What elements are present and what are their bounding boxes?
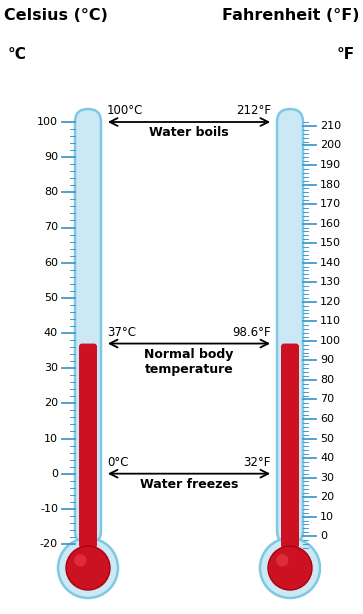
Text: 210: 210 <box>320 121 341 131</box>
Text: 60: 60 <box>44 258 58 268</box>
Text: Normal body
temperature: Normal body temperature <box>144 348 234 376</box>
Text: 20: 20 <box>44 398 58 408</box>
Text: 80: 80 <box>44 187 58 197</box>
Text: 70: 70 <box>320 394 334 405</box>
Circle shape <box>74 554 86 567</box>
Text: 100: 100 <box>37 117 58 127</box>
Circle shape <box>58 538 118 598</box>
Text: 40: 40 <box>320 453 334 463</box>
Text: 90: 90 <box>44 152 58 162</box>
Text: 30: 30 <box>320 473 334 483</box>
Text: Celsius (°C): Celsius (°C) <box>4 8 108 23</box>
FancyBboxPatch shape <box>75 109 101 544</box>
Text: 10: 10 <box>320 511 334 522</box>
Text: 80: 80 <box>320 375 334 385</box>
Text: Fahrenheit (°F): Fahrenheit (°F) <box>221 8 359 23</box>
Text: 140: 140 <box>320 258 341 268</box>
Text: 98.6°F: 98.6°F <box>232 325 271 338</box>
Text: 200: 200 <box>320 141 341 150</box>
Text: Water freezes: Water freezes <box>140 478 238 491</box>
Text: 180: 180 <box>320 179 341 190</box>
Text: 110: 110 <box>320 316 341 326</box>
Text: 32°F: 32°F <box>244 456 271 468</box>
Text: -10: -10 <box>40 504 58 514</box>
Text: 120: 120 <box>320 297 341 307</box>
Text: 30: 30 <box>44 363 58 373</box>
Text: °F: °F <box>337 47 355 62</box>
Text: 150: 150 <box>320 238 341 248</box>
Text: 60: 60 <box>320 414 334 424</box>
Text: 0°C: 0°C <box>107 456 129 468</box>
FancyBboxPatch shape <box>281 344 299 548</box>
Text: 0: 0 <box>51 468 58 479</box>
Text: 130: 130 <box>320 277 341 287</box>
Text: 0: 0 <box>320 531 327 541</box>
Circle shape <box>260 538 320 598</box>
Circle shape <box>66 546 110 590</box>
Text: 37°C: 37°C <box>107 325 136 338</box>
Text: 50: 50 <box>44 293 58 303</box>
Text: 40: 40 <box>44 328 58 338</box>
Text: 190: 190 <box>320 160 341 170</box>
Text: 212°F: 212°F <box>236 104 271 117</box>
Circle shape <box>268 546 312 590</box>
Text: 70: 70 <box>44 222 58 233</box>
Text: 170: 170 <box>320 199 341 209</box>
Text: 50: 50 <box>320 433 334 443</box>
Text: 100: 100 <box>320 336 341 346</box>
Text: 160: 160 <box>320 219 341 228</box>
Text: 20: 20 <box>320 492 334 502</box>
Circle shape <box>276 554 289 567</box>
Text: 100°C: 100°C <box>107 104 143 117</box>
Text: Water boils: Water boils <box>149 126 229 139</box>
Text: 10: 10 <box>44 433 58 443</box>
FancyBboxPatch shape <box>277 109 303 544</box>
Text: 90: 90 <box>320 356 334 365</box>
Text: °C: °C <box>8 47 27 62</box>
FancyBboxPatch shape <box>79 344 97 548</box>
Text: -20: -20 <box>40 539 58 549</box>
